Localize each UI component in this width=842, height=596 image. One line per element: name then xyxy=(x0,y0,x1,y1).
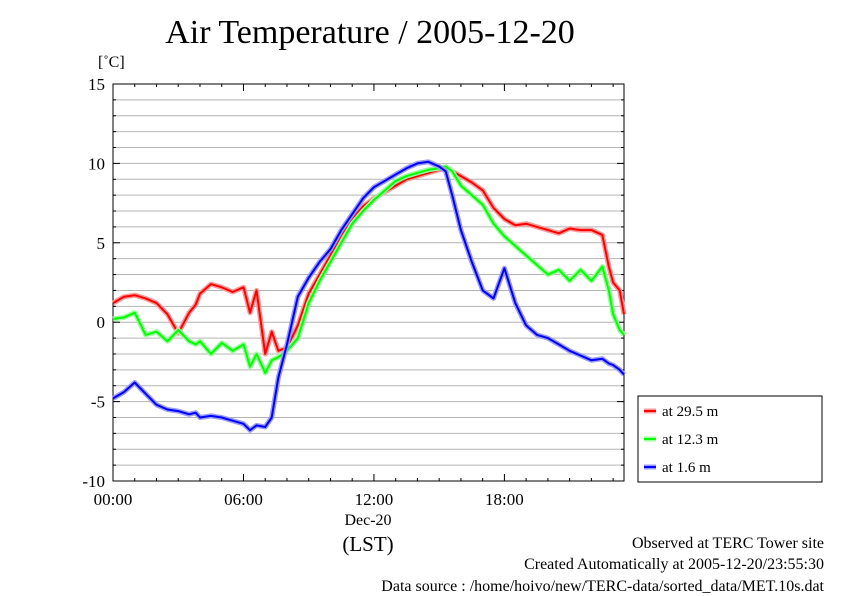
y-tick-label: 10 xyxy=(88,154,105,173)
y-tick-label: 0 xyxy=(97,313,106,332)
y-tick-label: -10 xyxy=(82,472,105,491)
x-tick-label: 00:00 xyxy=(94,490,133,509)
x-axis-title: (LST) xyxy=(342,532,394,556)
footer-created-text: Created Automatically at 2005-12-20/23:5… xyxy=(524,556,824,573)
plot-frame xyxy=(112,83,625,482)
series-line xyxy=(112,160,625,432)
x-tick-label: 18:00 xyxy=(485,490,524,509)
legend-label: at 12.3 m xyxy=(662,432,719,448)
footer-observed-text: Observed at TERC Tower site xyxy=(631,535,824,552)
legend-label: at 1.6 m xyxy=(662,460,711,476)
legend-box xyxy=(637,395,823,483)
y-axis-unit-label: [˚C] xyxy=(98,54,125,71)
x-axis-date-label: Dec-20 xyxy=(344,512,392,529)
x-tick-label: 06:00 xyxy=(224,490,263,509)
y-tick-label: 5 xyxy=(97,234,106,253)
y-tick-label: 15 xyxy=(88,75,105,94)
legend-label: at 29.5 m xyxy=(662,404,719,420)
series-line xyxy=(112,165,625,374)
x-tick-label: 12:00 xyxy=(355,490,394,509)
footer-source-text: Data source : /home/hoivo/new/TERC-data/… xyxy=(381,578,824,595)
y-tick-label: -5 xyxy=(91,393,105,412)
chart-title: Air Temperature / 2005-12-20 xyxy=(165,14,575,51)
